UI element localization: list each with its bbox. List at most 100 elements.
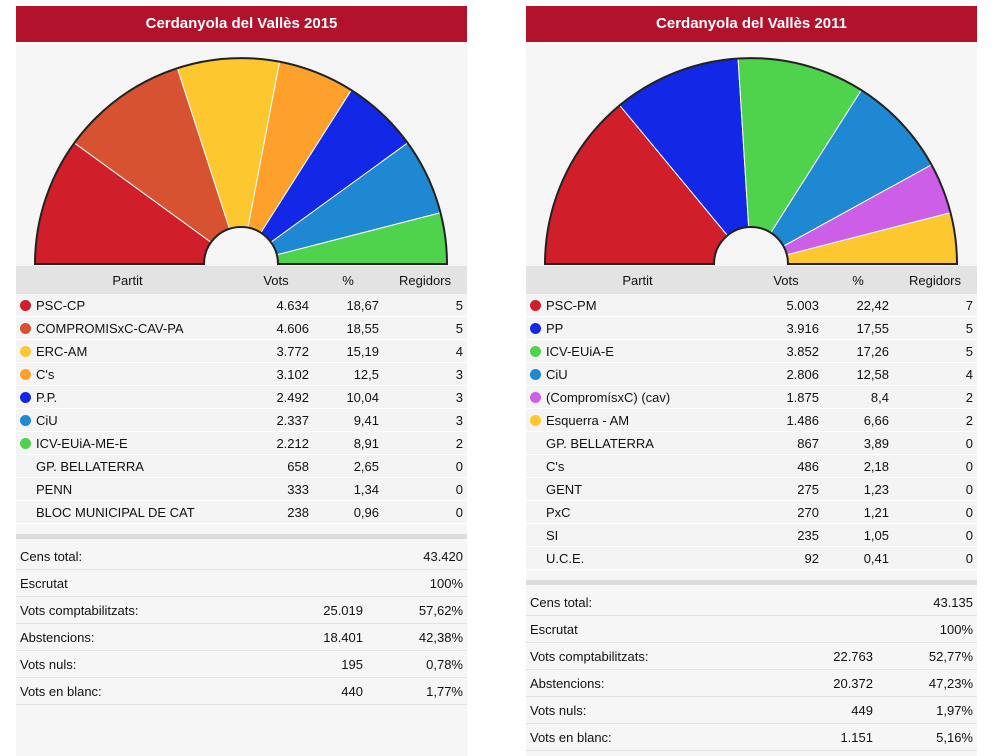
party-color-dot	[530, 345, 541, 357]
party-pct: 1,23	[823, 477, 893, 501]
summary-value	[253, 543, 363, 570]
party-seats: 0	[893, 546, 977, 570]
panel-title: Cerdanyola del Vallès 2015	[16, 6, 467, 42]
party-pct: 15,19	[313, 339, 383, 363]
summary-label: Vots nuls:	[16, 650, 253, 678]
party-name-cell: CiU	[526, 362, 749, 386]
party-name-cell: U.C.E.	[526, 546, 749, 570]
party-row: PSC-CP 4.634 18,67 5	[16, 294, 467, 317]
party-votes: 5.003	[749, 294, 823, 317]
summary-row: Cens total: 43.135	[526, 589, 977, 616]
party-votes: 3.772	[239, 339, 313, 363]
party-name-cell: PENN	[16, 477, 239, 501]
party-name: GP. BELLATERRA	[36, 458, 144, 474]
party-seats: 5	[893, 316, 977, 340]
party-pct: 1,05	[823, 523, 893, 547]
summary-row: Vots comptabilitzats: 25.019 57,62%	[16, 596, 467, 624]
party-pct: 18,67	[313, 294, 383, 317]
summary-value: 1.151	[763, 723, 873, 751]
party-pct: 0,96	[313, 500, 383, 524]
party-name: Esquerra - AM	[546, 412, 630, 428]
party-name-cell: BLOC MUNICIPAL DE CAT	[16, 500, 239, 524]
party-votes: 4.634	[239, 294, 313, 317]
summary-label: Escrutat	[16, 569, 253, 597]
party-row: ICV-EUiA-E 3.852 17,26 5	[526, 339, 977, 363]
party-color-dot	[530, 391, 541, 403]
party-color-dot	[20, 483, 31, 494]
party-name-cell: GP. BELLATERRA	[526, 431, 749, 455]
party-name-cell: PSC-PM	[526, 294, 749, 317]
summary-label: Escrutat	[526, 615, 763, 643]
party-name: C's	[36, 366, 55, 382]
party-pct: 2,65	[313, 454, 383, 478]
party-color-dot	[20, 368, 31, 380]
party-name: ICV-EUiA-ME-E	[36, 435, 128, 451]
party-name: CiU	[546, 366, 568, 382]
header-pct: %	[313, 266, 383, 294]
party-votes: 235	[749, 523, 823, 547]
party-color-dot	[20, 299, 31, 311]
party-row: BLOC MUNICIPAL DE CAT 238 0,96 0	[16, 500, 467, 524]
panel-title: Cerdanyola del Vallès 2011	[526, 6, 977, 42]
summary-label: Cens total:	[526, 589, 763, 616]
party-seats: 3	[383, 362, 467, 386]
header-seats: Regidors	[383, 266, 467, 294]
summary-label: Vots en blanc:	[526, 723, 763, 751]
party-pct: 9,41	[313, 408, 383, 432]
seat-chart	[16, 42, 467, 266]
party-name-cell: COMPROMISxC-CAV-PA	[16, 316, 239, 340]
summary-pct: 1,97%	[873, 696, 977, 724]
party-pct: 1,34	[313, 477, 383, 501]
summary-pct: 52,77%	[873, 642, 977, 670]
summary-label: Cens total:	[16, 543, 253, 570]
party-row: ICV-EUiA-ME-E 2.212 8,91 2	[16, 431, 467, 455]
party-row: C's 3.102 12,5 3	[16, 362, 467, 386]
hemicycle-outline	[33, 57, 449, 265]
party-name-cell: PxC	[526, 500, 749, 524]
summary-row: Vots nuls: 449 1,97%	[526, 696, 977, 724]
party-name: U.C.E.	[546, 550, 585, 566]
summary-row: Abstencions: 20.372 47,23%	[526, 669, 977, 697]
party-votes: 275	[749, 477, 823, 501]
party-votes: 238	[239, 500, 313, 524]
party-color-dot	[530, 483, 541, 494]
summary-pct: 43.420	[363, 543, 467, 570]
party-name: P.P.	[36, 389, 58, 405]
party-name: ICV-EUiA-E	[546, 343, 614, 359]
party-name-cell: C's	[16, 362, 239, 386]
party-color-dot	[20, 391, 31, 403]
party-color-dot	[530, 506, 541, 517]
summary-row: Abstencions: 18.401 42,38%	[16, 623, 467, 651]
summary-value: 20.372	[763, 669, 873, 697]
party-votes: 2.337	[239, 408, 313, 432]
party-color-dot	[20, 460, 31, 471]
party-row: ERC-AM 3.772 15,19 4	[16, 339, 467, 363]
party-pct: 8,4	[823, 385, 893, 409]
party-votes: 92	[749, 546, 823, 570]
summary-pct: 5,16%	[873, 723, 977, 751]
hemicycle-outline	[543, 57, 959, 265]
party-name-cell: PSC-CP	[16, 294, 239, 317]
party-color-dot	[530, 552, 541, 563]
party-votes: 3.916	[749, 316, 823, 340]
party-pct: 1,21	[823, 500, 893, 524]
party-seats: 0	[893, 500, 977, 524]
party-votes: 333	[239, 477, 313, 501]
summary-value	[763, 615, 873, 643]
party-name: PSC-CP	[36, 297, 86, 313]
party-pct: 8,91	[313, 431, 383, 455]
summary-value	[763, 589, 873, 616]
party-pct: 17,55	[823, 316, 893, 340]
party-color-dot	[530, 299, 541, 311]
party-name-cell: GENT	[526, 477, 749, 501]
summary-value	[253, 569, 363, 597]
party-name-cell: GP. BELLATERRA	[16, 454, 239, 478]
party-votes: 2.492	[239, 385, 313, 409]
party-votes: 1.486	[749, 408, 823, 432]
party-votes: 658	[239, 454, 313, 478]
party-color-dot	[20, 506, 31, 517]
party-seats: 2	[893, 408, 977, 432]
party-row: C's 486 2,18 0	[526, 454, 977, 478]
summary-value: 18.401	[253, 623, 363, 651]
summary-label: Vots comptabilitzats:	[16, 596, 253, 624]
